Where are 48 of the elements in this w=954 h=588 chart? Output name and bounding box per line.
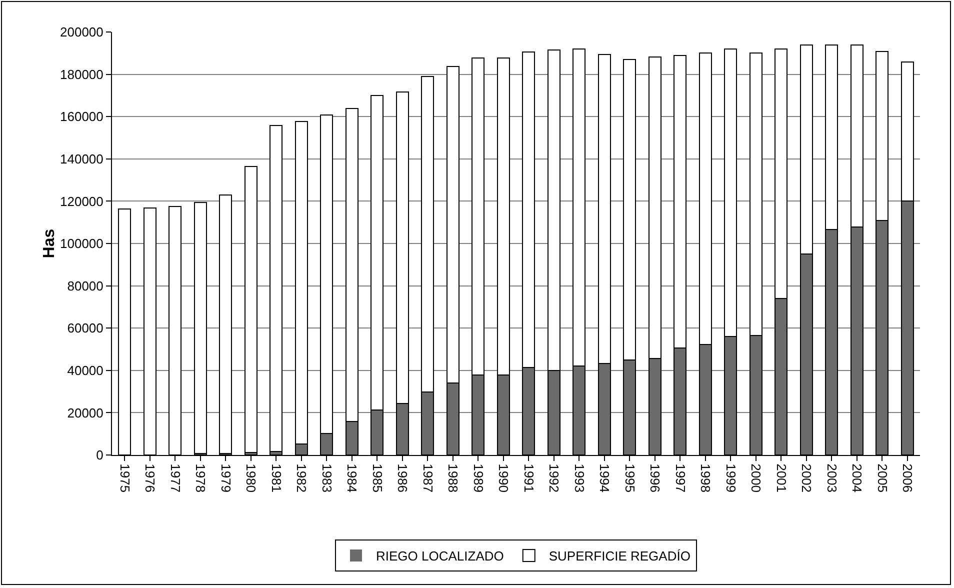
x-tick-label: 1990 [496,464,512,493]
x-tick-label: 1975 [117,464,132,493]
x-tick-label: 2004 [850,464,865,493]
x-tick-label: 2001 [774,464,789,493]
x-tick-label: 1999 [723,464,738,493]
x-tick-label: 1985 [370,464,385,493]
bar [244,166,258,454]
x-tick-label: 2000 [748,464,764,493]
x-tick-label: 1979 [218,464,234,493]
y-tick-label: 120000 [60,194,104,209]
x-tick-label: 1996 [648,464,663,493]
x-tick-label: 1983 [319,464,334,493]
y-axis-title: Has [41,228,58,258]
x-tick-label: 1987 [420,464,436,493]
x-tick-label: 1986 [395,464,410,493]
x-tick-label: 1988 [446,464,461,493]
x-tick-label: 1977 [168,464,183,493]
x-tick-label: 1993 [572,464,587,493]
x-tick-label: 1981 [268,464,284,493]
x-tick-label: 2006 [900,464,916,493]
x-tick-label: 1998 [698,464,714,493]
x-tick-label: 1994 [597,464,612,493]
x-tick-label: 1978 [193,464,208,493]
x-tick-label: 1995 [622,464,638,493]
y-tick-label: 80000 [67,278,104,294]
x-tick-label: 1991 [521,464,536,493]
legend-label: SUPERFICIE REGADÍO [548,548,690,564]
y-tick-label: 100000 [60,236,104,252]
x-tick-label: 2005 [874,464,890,493]
bar [270,125,283,452]
y-tick-label: 180000 [60,66,104,82]
x-tick-label: 1984 [344,464,360,493]
x-tick-label: 2002 [799,464,814,493]
x-tick-label: 1997 [672,464,688,493]
x-tick-label: 1982 [294,464,310,493]
x-tick-label: 1992 [546,464,562,493]
y-tick-label: 140000 [60,151,104,166]
y-tick-label: 160000 [60,109,104,124]
y-tick-label: 40000 [67,362,104,378]
x-tick-label: 2003 [824,464,840,493]
y-tick-label: 20000 [67,405,104,420]
x-tick-label: 1980 [244,464,259,493]
y-tick-label: 200000 [60,24,104,40]
x-tick-label: 1989 [470,464,486,493]
y-tick-label: 60000 [67,320,104,336]
y-tick-label: 0 [96,448,104,463]
x-tick-label: 1976 [142,464,158,493]
legend-label: RIEGO LOCALIZADO [376,548,504,564]
